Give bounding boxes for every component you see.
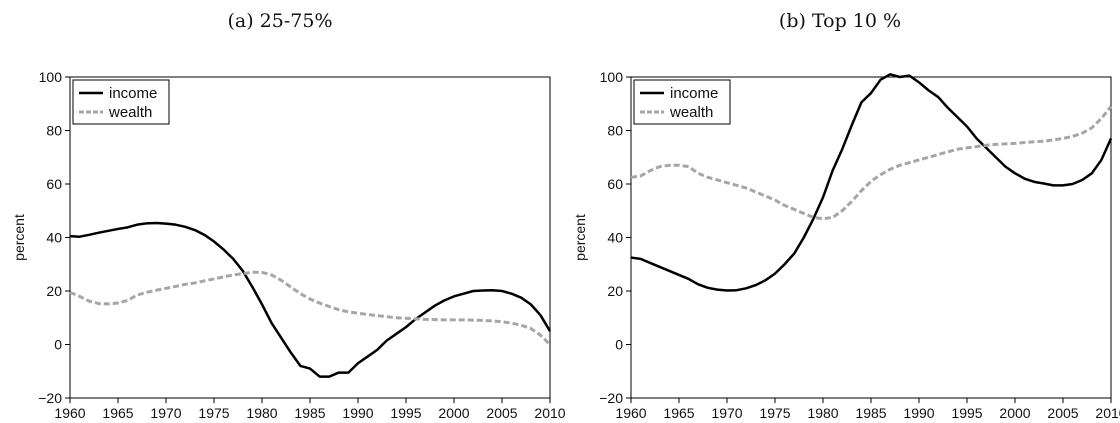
legend-label-wealth: wealth <box>669 104 713 121</box>
legend-label-wealth: wealth <box>108 104 152 121</box>
panel-title-a: (a) 25-75% <box>227 10 333 32</box>
x-tick-label: 1990 <box>903 405 934 421</box>
x-tick-label: 1975 <box>759 405 790 421</box>
x-tick-label: 1970 <box>711 405 742 421</box>
y-tick-label: −20 <box>599 390 623 406</box>
x-tick-label: 1960 <box>54 405 85 421</box>
x-tick-label: 2010 <box>534 405 565 421</box>
y-tick-label: 20 <box>607 283 623 299</box>
x-tick-label: 1970 <box>150 405 181 421</box>
y-axis-label: percent <box>572 214 588 261</box>
legend-label-income: income <box>109 85 157 102</box>
legend-box <box>633 79 731 125</box>
y-tick-label: 60 <box>607 176 623 192</box>
plot-frame <box>630 76 1112 399</box>
x-tick-label: 2005 <box>1047 405 1078 421</box>
y-tick-label: 0 <box>615 337 623 353</box>
series-line-wealth <box>630 105 1113 221</box>
y-tick-label: −20 <box>38 390 62 406</box>
series-line-income <box>630 73 1113 292</box>
y-tick-label: 60 <box>46 176 62 192</box>
series-line-income <box>69 221 552 378</box>
y-tick-label: 40 <box>46 230 62 246</box>
x-tick-label: 1985 <box>294 405 325 421</box>
x-tick-label: 1995 <box>390 405 421 421</box>
x-tick-label: 1975 <box>198 405 229 421</box>
series-line-wealth <box>69 270 552 346</box>
x-tick-label: 1995 <box>951 405 982 421</box>
x-tick-label: 1965 <box>663 405 694 421</box>
panel-title-b: (b) Top 10 % <box>778 10 902 32</box>
y-tick-label: 80 <box>46 123 62 139</box>
legend-box <box>72 79 170 125</box>
chart-b: −20 0 20 40 60 80 100 1960 1965 1970 1975 1980 1985 1… <box>572 69 1120 421</box>
y-tick-label: 0 <box>54 337 62 353</box>
y-tick-label: 40 <box>607 230 623 246</box>
y-tick-label: 100 <box>39 69 63 85</box>
x-tick-label: 1980 <box>246 405 277 421</box>
x-tick-label: 1990 <box>342 405 373 421</box>
x-tick-label: 2005 <box>486 405 517 421</box>
y-tick-label: 80 <box>607 123 623 139</box>
plot-frame <box>69 76 551 399</box>
legend-label-income: income <box>670 85 718 102</box>
x-tick-label: 2000 <box>999 405 1030 421</box>
x-tick-label: 2000 <box>438 405 469 421</box>
y-axis-label: percent <box>11 214 27 261</box>
x-tick-label: 2010 <box>1095 405 1120 421</box>
x-tick-label: 1985 <box>855 405 886 421</box>
x-tick-label: 1980 <box>807 405 838 421</box>
y-tick-label: 20 <box>46 283 62 299</box>
x-tick-label: 1965 <box>102 405 133 421</box>
y-tick-label: 100 <box>600 69 624 85</box>
chart-a: −20 0 20 40 60 80 100 1960 1965 1970 1975 1980 1985 1… <box>11 69 566 421</box>
x-tick-label: 1960 <box>615 405 646 421</box>
